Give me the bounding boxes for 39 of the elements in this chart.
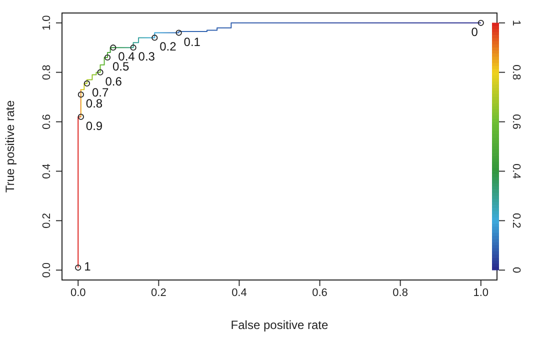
annotation: 0 [471,24,478,39]
annotation: 0.9 [86,118,103,133]
point [130,44,136,51]
annotation: 0.5 [112,60,130,74]
y-tick-label: 0.2 [41,213,53,228]
y-tick-label: 0.4 [41,164,53,179]
annotation: 0.1 [184,34,201,49]
x-tick-label: 0.6 [312,286,328,299]
y2-tick-label: 0.6 [510,114,522,130]
point [78,92,84,98]
x-tick-label: 1.0 [473,286,489,299]
y2-tick-label: 0.2 [510,213,522,228]
y2-tick-label: 0.4 [510,164,522,179]
annotation: 0.2 [160,40,177,54]
x-tick-label: 0.8 [392,286,408,299]
x-tick-label: 0.0 [70,286,86,299]
y-tick-label: 1.0 [41,15,53,31]
y-tick-label: 0.6 [41,114,53,130]
y-tick-label: 0.8 [41,64,53,80]
point [97,69,104,76]
point [78,114,84,120]
annotation: 0.8 [86,96,103,111]
y2-tick-label: 0.8 [510,64,522,80]
y-tick-label: 0.0 [41,262,53,278]
point [110,44,116,51]
y2-tick-label: 0 [510,267,522,274]
y2-tick-label: 1 [510,20,522,26]
annotation: 0.3 [138,50,156,64]
x-axis-title: False positive rate [230,318,329,332]
point [75,264,82,271]
x-tick-label: 0.2 [151,286,166,299]
x-tick-label: 0.4 [232,286,247,299]
annotation: 1 [84,260,92,274]
point [478,20,484,26]
point [104,54,111,61]
point [152,34,158,41]
point [176,30,182,36]
y-axis-title: True positive rate [3,100,17,193]
point [84,80,90,87]
